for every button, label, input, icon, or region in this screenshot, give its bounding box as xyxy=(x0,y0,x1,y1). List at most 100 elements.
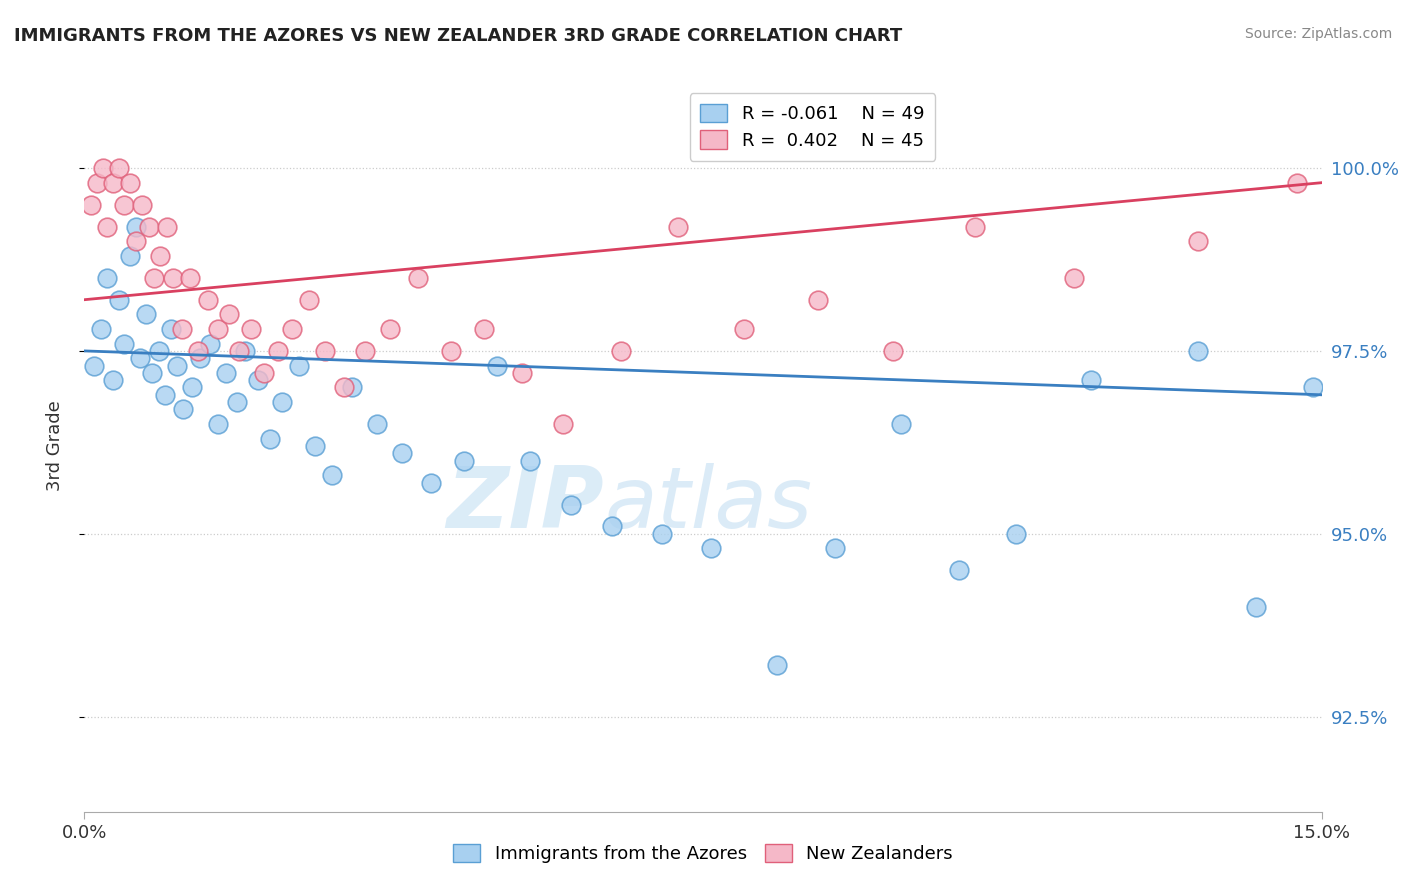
Point xyxy=(96,270,118,285)
Point xyxy=(965,219,987,234)
Point xyxy=(80,197,103,211)
Point xyxy=(321,468,343,483)
Text: Source: ZipAtlas.com: Source: ZipAtlas.com xyxy=(1244,27,1392,41)
Point xyxy=(207,417,229,431)
Point xyxy=(118,249,141,263)
Point xyxy=(333,380,356,394)
Text: atlas: atlas xyxy=(605,463,813,546)
Point xyxy=(1187,343,1209,358)
Point xyxy=(91,161,114,175)
Point xyxy=(108,161,131,175)
Point xyxy=(103,176,125,190)
Point xyxy=(807,293,830,307)
Point xyxy=(419,475,441,490)
Point xyxy=(226,395,249,409)
Point xyxy=(138,219,160,234)
Point xyxy=(129,351,152,366)
Point xyxy=(766,658,789,673)
Point xyxy=(141,366,163,380)
Point xyxy=(1080,373,1102,387)
Point xyxy=(179,270,201,285)
Point xyxy=(143,270,166,285)
Point xyxy=(882,343,904,358)
Point xyxy=(218,307,240,321)
Point xyxy=(187,343,209,358)
Point xyxy=(156,219,179,234)
Point xyxy=(90,322,112,336)
Point xyxy=(600,519,623,533)
Legend: Immigrants from the Azores, New Zealanders: Immigrants from the Azores, New Zealande… xyxy=(443,833,963,874)
Point xyxy=(453,453,475,467)
Text: IMMIGRANTS FROM THE AZORES VS NEW ZEALANDER 3RD GRADE CORRELATION CHART: IMMIGRANTS FROM THE AZORES VS NEW ZEALAN… xyxy=(14,27,903,45)
Point xyxy=(246,373,269,387)
Point xyxy=(108,293,131,307)
Point xyxy=(304,439,326,453)
Point xyxy=(271,395,294,409)
Point xyxy=(551,417,574,431)
Point xyxy=(890,417,912,431)
Point xyxy=(1285,176,1308,190)
Point xyxy=(233,343,256,358)
Point xyxy=(112,336,135,351)
Point xyxy=(651,526,673,541)
Point xyxy=(609,343,631,358)
Point xyxy=(148,343,170,358)
Point xyxy=(207,322,229,336)
Text: ZIP: ZIP xyxy=(446,463,605,546)
Point xyxy=(160,322,183,336)
Point xyxy=(166,359,188,373)
Point xyxy=(253,366,276,380)
Point xyxy=(560,498,582,512)
Point xyxy=(733,322,755,336)
Point xyxy=(353,343,375,358)
Point xyxy=(1244,599,1267,614)
Point xyxy=(700,541,723,556)
Point xyxy=(666,219,689,234)
Point xyxy=(281,322,304,336)
Point xyxy=(314,343,336,358)
Point xyxy=(485,359,508,373)
Point xyxy=(149,249,172,263)
Point xyxy=(118,176,141,190)
Point xyxy=(1063,270,1085,285)
Point xyxy=(172,402,194,417)
Point xyxy=(162,270,184,285)
Legend: R = -0.061    N = 49, R =  0.402    N = 45: R = -0.061 N = 49, R = 0.402 N = 45 xyxy=(689,93,935,161)
Point xyxy=(510,366,533,380)
Point xyxy=(378,322,401,336)
Point xyxy=(824,541,846,556)
Point xyxy=(1005,526,1028,541)
Point xyxy=(408,270,430,285)
Point xyxy=(948,563,970,577)
Point xyxy=(131,197,153,211)
Point xyxy=(103,373,125,387)
Point xyxy=(267,343,290,358)
Point xyxy=(474,322,496,336)
Point xyxy=(135,307,157,321)
Point xyxy=(124,234,146,248)
Point xyxy=(342,380,364,394)
Point xyxy=(519,453,541,467)
Point xyxy=(259,432,281,446)
Point xyxy=(240,322,263,336)
Point xyxy=(198,336,221,351)
Point xyxy=(124,219,146,234)
Point xyxy=(180,380,202,394)
Point xyxy=(86,176,108,190)
Point xyxy=(188,351,211,366)
Point xyxy=(391,446,413,460)
Point xyxy=(440,343,463,358)
Point xyxy=(288,359,311,373)
Point xyxy=(96,219,118,234)
Point xyxy=(170,322,193,336)
Point xyxy=(228,343,250,358)
Point xyxy=(153,388,176,402)
Point xyxy=(112,197,135,211)
Point xyxy=(215,366,238,380)
Point xyxy=(1302,380,1324,394)
Y-axis label: 3rd Grade: 3rd Grade xyxy=(45,401,63,491)
Point xyxy=(366,417,388,431)
Point xyxy=(83,359,105,373)
Point xyxy=(1187,234,1209,248)
Point xyxy=(197,293,219,307)
